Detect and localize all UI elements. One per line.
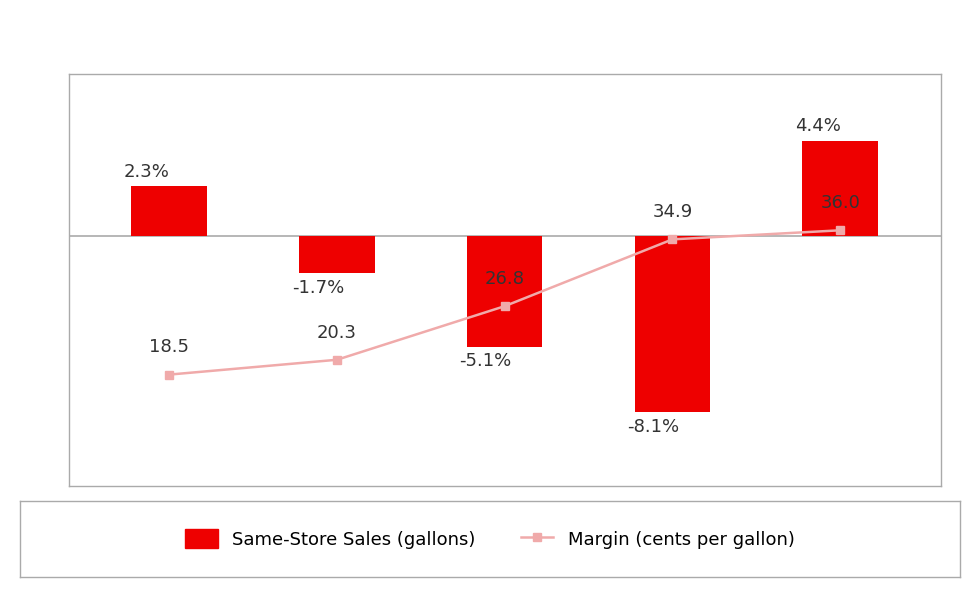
Text: 2.3%: 2.3% bbox=[123, 163, 170, 181]
Bar bbox=[466, 236, 543, 347]
Legend: Same-Store Sales (gallons), Margin (cents per gallon): Same-Store Sales (gallons), Margin (cent… bbox=[178, 522, 802, 556]
Text: 20.3: 20.3 bbox=[317, 323, 357, 342]
Text: 36.0: 36.0 bbox=[820, 194, 860, 212]
Bar bbox=[803, 141, 878, 236]
Text: 34.9: 34.9 bbox=[653, 203, 693, 221]
Bar bbox=[299, 236, 374, 273]
Bar bbox=[635, 236, 710, 412]
Text: 26.8: 26.8 bbox=[485, 270, 524, 288]
Text: Fuel: Fuel bbox=[454, 22, 526, 51]
Text: 4.4%: 4.4% bbox=[795, 117, 841, 135]
Text: -5.1%: -5.1% bbox=[460, 352, 512, 370]
Bar bbox=[131, 187, 207, 236]
Text: -8.1%: -8.1% bbox=[627, 418, 679, 436]
Text: -1.7%: -1.7% bbox=[292, 279, 344, 297]
Text: 18.5: 18.5 bbox=[149, 339, 189, 356]
